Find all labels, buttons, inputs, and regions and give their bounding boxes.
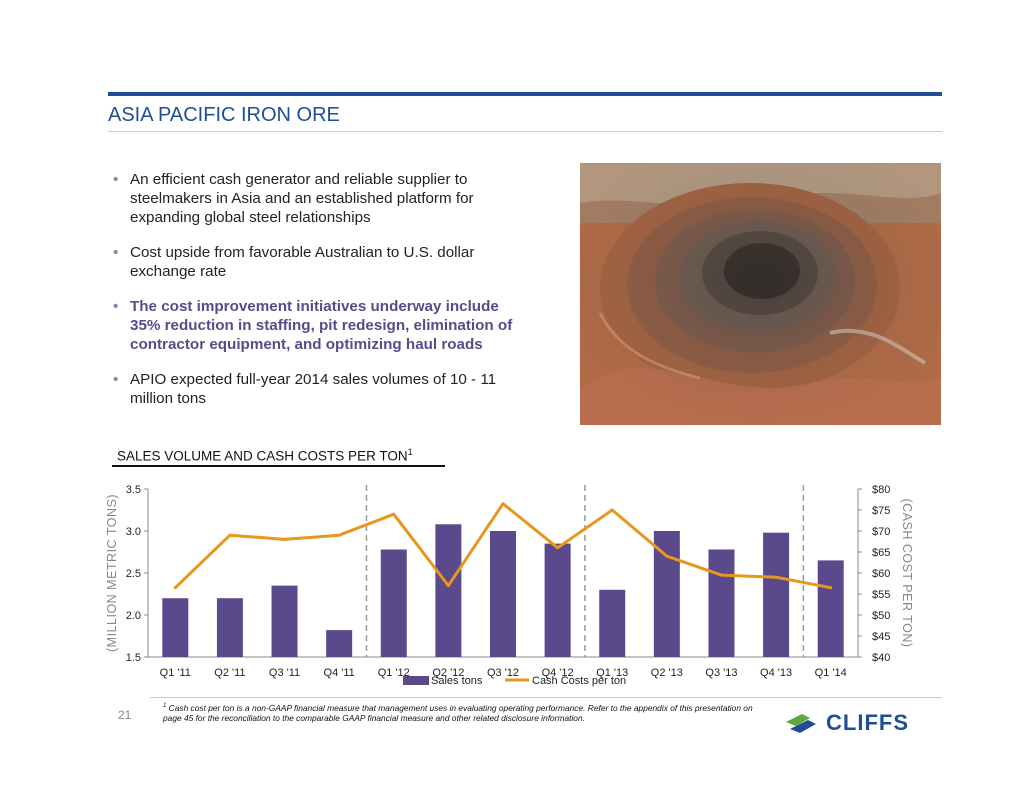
- x-tick-label: Q3 '11: [269, 667, 300, 679]
- y-tick-label: 1.5: [126, 652, 141, 664]
- y-tick-label: 3.0: [126, 526, 141, 538]
- bullet-item: APIO expected full-year 2014 sales volum…: [113, 370, 533, 408]
- y-axis-title: (MILLION METRIC TONS): [105, 494, 119, 652]
- bar-sales-tons: [435, 524, 462, 657]
- y2-tick-label: $45: [872, 631, 890, 643]
- page-number: 21: [118, 708, 132, 722]
- legend-label-sales-tons: Sales tons: [431, 675, 483, 687]
- y-tick-label: 3.5: [126, 484, 141, 496]
- y2-tick-label: $65: [872, 547, 890, 559]
- bullet-item-highlight: The cost improvement initiatives underwa…: [113, 297, 533, 354]
- y2-tick-label: $75: [872, 505, 890, 517]
- x-tick-label: Q4 '13: [760, 667, 792, 679]
- bullet-item: Cost upside from favorable Australian to…: [113, 243, 533, 281]
- bar-sales-tons: [544, 543, 571, 657]
- bar-sales-tons: [380, 549, 407, 657]
- chart-section-title: SALES VOLUME AND CASH COSTS PER TON1: [117, 447, 413, 464]
- x-tick-label: Q1 '14: [815, 667, 847, 679]
- y-tick-label: 2.0: [126, 610, 141, 622]
- point-cash-cost: [610, 508, 614, 512]
- bar-sales-tons: [216, 598, 243, 657]
- y-tick-label: 2.5: [126, 568, 141, 580]
- x-tick-label: Q4 '11: [324, 667, 355, 679]
- point-cash-cost: [392, 512, 396, 516]
- x-tick-label: Q2 '12: [432, 667, 464, 679]
- bar-sales-tons: [708, 549, 735, 657]
- bar-sales-tons: [653, 531, 680, 657]
- footer-divider: [150, 697, 942, 698]
- x-tick-label: Q2 '13: [651, 667, 683, 679]
- point-cash-cost: [283, 537, 287, 541]
- title-divider: [108, 131, 942, 132]
- bar-sales-tons: [162, 598, 189, 657]
- x-tick-label: Q2 '11: [214, 667, 245, 679]
- point-cash-cost: [829, 586, 833, 590]
- bullet-item: An efficient cash generator and reliable…: [113, 170, 533, 227]
- header-rule: [108, 92, 942, 96]
- chart-title-underline: [112, 465, 445, 467]
- svg-text:CLIFFS: CLIFFS: [826, 710, 909, 735]
- bar-sales-tons: [599, 589, 626, 657]
- x-tick-label: Q4 '12: [542, 667, 574, 679]
- point-cash-cost: [173, 586, 177, 590]
- y2-tick-label: $60: [872, 568, 890, 580]
- point-cash-cost: [719, 573, 723, 577]
- point-cash-cost: [337, 533, 341, 537]
- point-cash-cost: [228, 533, 232, 537]
- x-tick-label: Q3 '12: [487, 667, 519, 679]
- x-tick-label: Q3 '13: [705, 667, 737, 679]
- page-title: ASIA PACIFIC IRON ORE: [108, 104, 340, 126]
- point-cash-cost: [556, 546, 560, 550]
- point-cash-cost: [665, 554, 669, 558]
- bar-sales-tons: [271, 585, 298, 657]
- point-cash-cost: [446, 584, 450, 588]
- y2-tick-label: $40: [872, 652, 890, 664]
- legend-swatch-sales-tons: [403, 676, 429, 685]
- legend-label-cash-costs: Cash Costs per ton: [532, 675, 626, 687]
- x-tick-label: Q1 '11: [160, 667, 191, 679]
- bar-sales-tons: [490, 531, 516, 657]
- y2-tick-label: $50: [872, 610, 890, 622]
- y2-axis-title: (CASH COST PER TON): [900, 498, 914, 647]
- bar-sales-tons: [817, 560, 844, 657]
- x-tick-label: Q1 '12: [378, 667, 410, 679]
- point-cash-cost: [501, 502, 505, 506]
- y2-tick-label: $70: [872, 526, 890, 538]
- footnote: 1 Cash cost per ton is a non-GAAP financ…: [163, 702, 753, 723]
- bullet-list: An efficient cash generator and reliable…: [113, 170, 533, 424]
- y2-tick-label: $55: [872, 589, 890, 601]
- sales-cost-chart: 1.5 2.0 2.5 3.0 3.5 $40 $45 $50 $55 $60 $65 $70 $75 $…: [105, 484, 914, 687]
- cliffs-logo: CLIFFS: [780, 705, 950, 739]
- x-tick-label: Q1 '13: [596, 667, 628, 679]
- bar-sales-tons: [326, 630, 353, 657]
- y2-tick-label: $80: [872, 484, 890, 496]
- bar-sales-tons: [763, 532, 790, 657]
- mine-pit-photo: [580, 163, 941, 425]
- point-cash-cost: [774, 575, 778, 579]
